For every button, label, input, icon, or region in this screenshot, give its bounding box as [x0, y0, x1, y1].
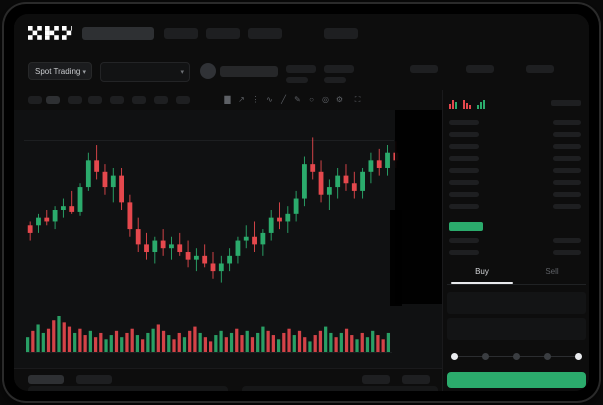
top-navigation-bar: [14, 14, 589, 52]
interval-1[interactable]: [28, 96, 42, 104]
ob-ask-size-1: [553, 120, 581, 125]
ob-ask-price-1: [449, 120, 479, 125]
ob-bid-size-2: [553, 250, 581, 255]
candles-icon[interactable]: ▇: [224, 95, 231, 104]
summary-card-1[interactable]: [28, 386, 228, 391]
nav-item-1[interactable]: [164, 28, 198, 39]
ob-ask-price-6: [449, 180, 479, 185]
chart-toolbar: ▇ ↗ ⋮ ∿ ╱ ✎ ○ ◎ ⚙ ⛶: [14, 90, 442, 111]
settings-icon[interactable]: ⚙: [335, 95, 344, 104]
interval-3[interactable]: [68, 96, 82, 104]
depth-grouping-selector[interactable]: [551, 100, 581, 106]
pair-name-label: [220, 66, 278, 77]
coin-avatar: [200, 63, 216, 79]
search-input[interactable]: [82, 27, 154, 40]
interval-2-active[interactable]: [46, 96, 60, 104]
ob-ask-price-7: [449, 192, 479, 197]
stat-3-label: [410, 65, 438, 73]
magnet-icon[interactable]: ○: [309, 95, 314, 104]
eye-icon[interactable]: ◎: [322, 95, 329, 104]
nav-item-2[interactable]: [206, 28, 240, 39]
chevron-down-icon: ▾: [180, 69, 184, 76]
amount-input[interactable]: [447, 292, 586, 314]
ob-bid-price-2: [449, 250, 479, 255]
interval-6[interactable]: [132, 96, 146, 104]
stat-5-label: [526, 65, 554, 73]
tab-buy[interactable]: Buy: [447, 262, 517, 284]
tab-action-1[interactable]: [362, 375, 390, 384]
stat-1-label: [286, 65, 316, 73]
ob-bid-size-1: [553, 238, 581, 243]
chart-horizontal-line: [24, 140, 394, 141]
ob-ask-size-4: [553, 156, 581, 161]
tab-buy-label: Buy: [475, 267, 489, 276]
fullscreen-icon[interactable]: ⛶: [354, 95, 361, 104]
wave-icon[interactable]: ∿: [266, 95, 273, 104]
ob-ask-size-7: [553, 192, 581, 197]
ob-ask-price-5: [449, 168, 479, 173]
ob-ask-price-2: [449, 132, 479, 137]
orders-tab-bar: [14, 368, 442, 391]
order-book-spread: [449, 222, 483, 231]
depth-both-icon[interactable]: [449, 98, 458, 109]
tab-order-history[interactable]: [76, 375, 112, 384]
depth-asks-icon[interactable]: [463, 98, 472, 109]
pair-selector[interactable]: ▾: [100, 62, 190, 82]
order-book-rows[interactable]: [443, 116, 589, 256]
slider-dot-25[interactable]: [482, 353, 489, 360]
tab-open-orders[interactable]: [28, 375, 64, 384]
chart-overlay-edge: [390, 210, 402, 306]
summary-card-2[interactable]: [242, 386, 438, 391]
interval-5[interactable]: [110, 96, 124, 104]
chevron-down-icon: ▾: [82, 69, 86, 76]
depth-bids-icon[interactable]: [477, 98, 486, 109]
app-screen: Spot Trading ▾ ▾ ▇ ↗ ⋮ ∿ ╱: [14, 14, 589, 391]
pencil-icon[interactable]: ✎: [294, 95, 301, 104]
ob-ask-size-2: [553, 132, 581, 137]
slider-dot-50[interactable]: [513, 353, 520, 360]
ob-ask-price-4: [449, 156, 479, 161]
candlestick-series: [27, 137, 399, 283]
slider-dot-0[interactable]: [451, 353, 458, 360]
ob-bid-price-1: [449, 238, 479, 243]
ob-ask-price-3: [449, 144, 479, 149]
buy-sell-tabs: Buy Sell: [447, 262, 586, 285]
slider-dot-100[interactable]: [575, 353, 582, 360]
tab-sell[interactable]: Sell: [519, 262, 585, 284]
trading-mode-dropdown[interactable]: Spot Trading ▾: [28, 62, 92, 80]
stat-2-value: [324, 77, 346, 83]
price-chart[interactable]: [14, 110, 442, 368]
slider-dot-75[interactable]: [544, 353, 551, 360]
interval-7[interactable]: [154, 96, 168, 104]
tab-buy-underline: [451, 282, 513, 284]
submit-buy-button[interactable]: [447, 372, 586, 388]
ob-ask-size-5: [553, 168, 581, 173]
ob-ask-size-3: [553, 144, 581, 149]
stat-4-label: [466, 65, 494, 73]
total-input[interactable]: [447, 318, 586, 340]
stat-1-value: [286, 77, 308, 83]
order-book-panel: Buy Sell: [442, 90, 589, 391]
chart-overlay-panel: [395, 110, 442, 304]
nav-item-4[interactable]: [324, 28, 358, 39]
okx-logo[interactable]: [28, 26, 72, 41]
interval-4[interactable]: [88, 96, 102, 104]
ob-ask-price-8: [449, 204, 479, 209]
volume-series: [26, 316, 392, 353]
interval-8[interactable]: [176, 96, 190, 104]
tab-sell-label: Sell: [545, 267, 559, 276]
tablet-device-frame: Spot Trading ▾ ▾ ▇ ↗ ⋮ ∿ ╱: [4, 4, 599, 401]
draw-icon[interactable]: ╱: [281, 95, 286, 104]
nav-item-3[interactable]: [248, 28, 282, 39]
line-icon[interactable]: ↗: [238, 95, 245, 104]
amount-percent-slider[interactable]: [451, 352, 582, 362]
ob-ask-size-8: [553, 204, 581, 209]
stat-2-label: [324, 65, 354, 73]
tab-action-2[interactable]: [402, 375, 430, 384]
indicator-icon[interactable]: ⋮: [251, 95, 260, 104]
ob-ask-size-6: [553, 180, 581, 185]
trading-mode-label: Spot Trading: [35, 67, 81, 76]
